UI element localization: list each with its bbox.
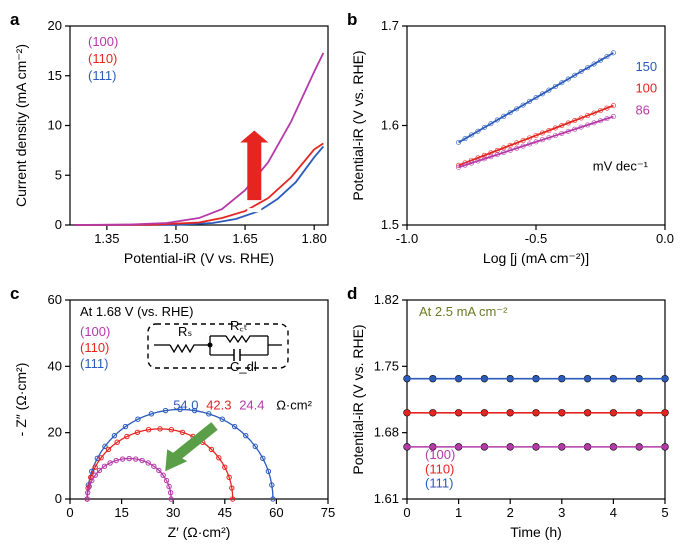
svg-text:Potential-iR (V vs. RHE): Potential-iR (V vs. RHE) [350,50,366,200]
svg-text:Z′ (Ω·cm²): Z′ (Ω·cm²) [168,524,231,540]
svg-text:75: 75 [321,505,335,520]
svg-text:1.61: 1.61 [374,491,399,506]
svg-text:R꜀ₜ: R꜀ₜ [230,318,248,333]
svg-text:60: 60 [269,505,283,520]
svg-text:(111): (111) [425,476,453,491]
svg-text:2: 2 [507,505,514,520]
svg-text:Rₛ: Rₛ [178,324,192,339]
svg-text:1.82: 1.82 [374,292,399,307]
svg-text:150: 150 [635,59,657,74]
chart-a: 1.35 1.50 1.65 1.80 0 5 10 15 20 Potential-iR (V … [8,8,338,273]
svg-text:Time (h): Time (h) [510,524,562,540]
svg-text:(110): (110) [425,461,454,476]
svg-text:(100): (100) [80,324,110,339]
panel-label-c: c [10,284,19,304]
svg-text:-0.5: -0.5 [525,231,547,246]
svg-text:60: 60 [48,292,62,307]
svg-text:Potential-iR (V vs. RHE): Potential-iR (V vs. RHE) [124,250,274,266]
svg-text:At 2.5 mA cm⁻²: At 2.5 mA cm⁻² [419,304,508,319]
svg-text:1.75: 1.75 [374,358,399,373]
panel-b: b -1.0 -0.5 0.0 1.5 1.6 1.7 Log [j (mA cm⁻²)] P… [345,8,676,276]
panel-label-b: b [347,10,357,30]
chart-c: 0 15 30 45 60 75 0 20 40 60 Z′ (Ω·cm²) - Z″ (Ω·cm²)… [8,282,338,547]
svg-text:10: 10 [48,118,62,133]
panel-c: c 0 15 30 45 60 75 0 20 40 60 Z′ (Ω·cm²) - Z″ (Ω·cm… [8,282,339,550]
svg-text:1.5: 1.5 [381,217,399,232]
panel-label-d: d [347,284,357,304]
svg-text:0: 0 [55,217,62,232]
svg-text:(110): (110) [88,51,117,66]
svg-text:- Z″ (Ω·cm²): - Z″ (Ω·cm²) [13,363,29,437]
svg-text:0: 0 [66,505,73,520]
svg-text:100: 100 [635,81,657,96]
svg-text:24.4: 24.4 [239,397,264,412]
panel-d: d 0 1 2 3 4 5 1.61 1.68 1.75 1.82 Time (h) Potentia… [345,282,676,550]
svg-text:1: 1 [455,505,462,520]
svg-text:mV dec⁻¹: mV dec⁻¹ [593,158,649,173]
svg-text:0: 0 [403,505,410,520]
panel-a: a 1.35 1.50 1.65 1.80 0 5 10 15 20 Potential-iR (… [8,8,339,276]
svg-text:1.7: 1.7 [381,18,399,33]
svg-text:-1.0: -1.0 [396,231,418,246]
svg-text:(111): (111) [80,356,108,371]
svg-text:Log [j (mA cm⁻²)]: Log [j (mA cm⁻²)] [483,250,589,266]
svg-text:40: 40 [48,358,62,373]
svg-text:0: 0 [55,491,62,506]
svg-text:54.0: 54.0 [173,397,198,412]
svg-text:86: 86 [635,103,649,118]
svg-text:20: 20 [48,425,62,440]
svg-text:15: 15 [48,68,62,83]
svg-text:4: 4 [610,505,617,520]
svg-text:0.0: 0.0 [656,231,674,246]
chart-b: -1.0 -0.5 0.0 1.5 1.6 1.7 Log [j (mA cm⁻²)] Pot… [345,8,675,273]
svg-text:20: 20 [48,18,62,33]
panel-label-a: a [10,10,19,30]
svg-text:30: 30 [166,505,180,520]
svg-text:(100): (100) [425,447,455,462]
svg-text:C_dl: C_dl [230,359,257,374]
svg-text:1.65: 1.65 [232,231,257,246]
svg-text:Ω·cm²: Ω·cm² [276,397,312,412]
svg-text:3: 3 [558,505,565,520]
svg-text:15: 15 [114,505,128,520]
svg-text:5: 5 [55,167,62,182]
svg-text:1.35: 1.35 [94,231,119,246]
svg-text:42.3: 42.3 [206,397,231,412]
svg-text:45: 45 [218,505,232,520]
svg-text:1.80: 1.80 [302,231,327,246]
svg-text:Current density (mA cm⁻²): Current density (mA cm⁻²) [13,44,29,207]
svg-text:(111): (111) [88,68,116,83]
svg-text:(100): (100) [88,34,118,49]
svg-text:1.68: 1.68 [374,425,399,440]
svg-text:(110): (110) [80,340,109,355]
svg-text:Potential-iR (V vs. RHE): Potential-iR (V vs. RHE) [350,324,366,474]
svg-text:1.6: 1.6 [381,118,399,133]
svg-text:1.50: 1.50 [163,231,188,246]
svg-text:At 1.68 V (vs. RHE): At 1.68 V (vs. RHE) [80,304,193,319]
chart-d: 0 1 2 3 4 5 1.61 1.68 1.75 1.82 Time (h) Potential-… [345,282,675,547]
svg-text:5: 5 [661,505,668,520]
